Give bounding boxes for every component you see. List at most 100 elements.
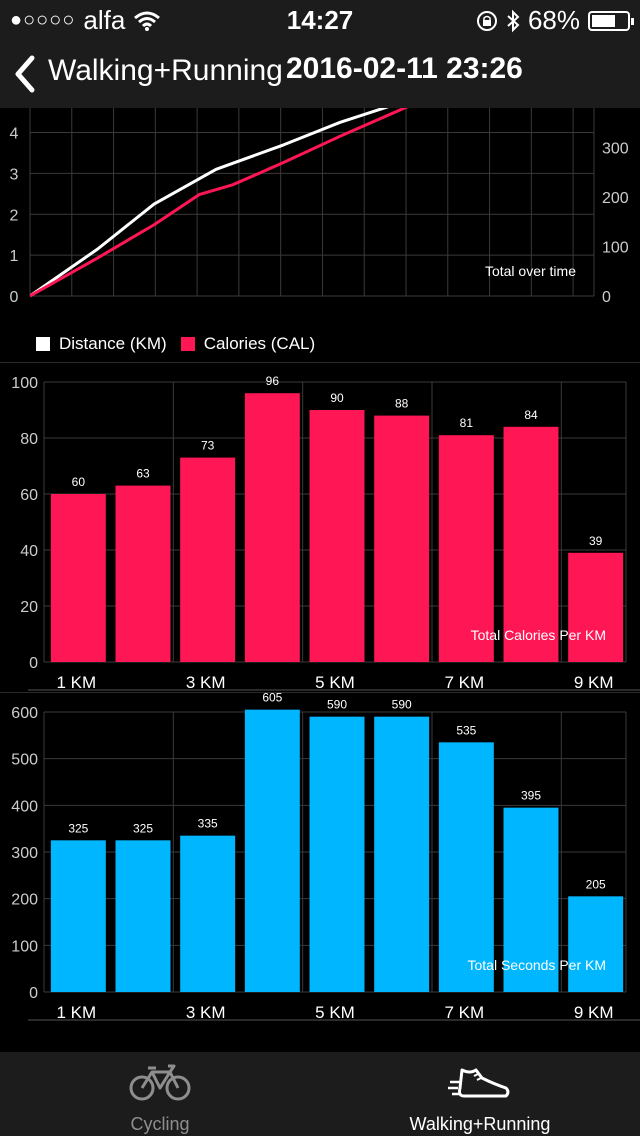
y-tick-label: 0 [29,655,38,672]
y-tick-label: 3 [10,166,19,183]
bar-value-label: 60 [72,475,86,489]
chart-grid [29,108,595,297]
bar [50,494,106,662]
y-tick-label: 0 [10,289,19,306]
bar [180,457,236,662]
y-tick-label: 500 [11,752,38,769]
y-tick-label: 600 [11,705,38,722]
x-tick-label: 5 KM [315,1003,355,1022]
y-tick-label: 2 [10,207,19,224]
y-tick-label: 300 [602,141,629,158]
y-tick-label: 20 [20,599,38,616]
bar-value-label: 395 [521,789,541,803]
bar [244,709,300,992]
orientation-lock-icon [476,10,497,31]
bar [50,840,106,992]
total-over-time-chart: 0 1 2 3 4 0 100 200 300 Total over time [10,108,629,306]
bar-value-label: 88 [395,397,409,411]
bar-value-label: 73 [201,439,215,453]
bluetooth-icon [507,9,520,32]
y-tick-label: 40 [20,543,38,560]
bar-value-label: 590 [327,698,347,712]
status-bar: ●○○○○ alfa 14:27 68% [0,0,640,40]
bar-value-label: 590 [392,698,412,712]
wifi-icon [134,11,161,31]
chart-legend: Distance (KM) Calories (CAL) [36,332,315,356]
chart-title: Total over time [485,263,576,279]
running-shoe-icon [448,1068,510,1098]
x-tick-label: 7 KM [444,1003,484,1022]
tab-label-cycling: Cycling [130,1114,190,1134]
chart-title: Total Seconds Per KM [467,957,606,973]
seconds-per-km-chart: 0 100 200 300 400 500 600 325 325 335 605 590 590 535… [0,692,640,1022]
page-title: Walking+Running [48,54,283,87]
bar-value-label: 605 [262,692,282,705]
bar [374,415,430,662]
x-tick-label: 9 KM [574,673,614,692]
bar-value-label: 96 [266,374,280,388]
tab-bar: Cycling Walking+Running [0,1052,640,1136]
bar-value-label: 535 [456,723,476,737]
bar-value-label: 325 [68,821,88,835]
x-tick-label: 7 KM [444,673,484,692]
x-tick-label: 3 KM [186,1003,226,1022]
y-tick-label: 60 [20,487,38,504]
tab-label-walking-running: Walking+Running [409,1114,551,1134]
legend-label-calories: Calories (CAL) [203,334,316,353]
bar-value-label: 84 [524,408,538,422]
x-tick-label: 1 KM [56,1003,96,1022]
navigation-bar: Walking+Running 2016-02-11 23:26 [0,40,640,108]
x-tick-label: 3 KM [186,673,226,692]
bar [115,485,171,662]
bar-value-label: 335 [198,817,218,831]
bar [568,552,624,662]
battery-percentage: 68% [527,5,580,35]
bar [438,435,494,662]
chart-title: Total Calories Per KM [471,627,606,643]
carrier-name: alfa [83,5,126,35]
chevron-left-icon[interactable] [10,52,42,96]
y-tick-label: 0 [29,985,38,1002]
tab-cycling[interactable]: Cycling [0,1052,320,1136]
bar-value-label: 205 [586,877,606,891]
clock: 14:27 [286,5,354,35]
y-tick-label: 80 [20,431,38,448]
workout-date: 2016-02-11 23:26 [286,52,523,85]
bar [115,840,171,992]
bar [244,393,300,662]
x-tick-label: 5 KM [315,673,355,692]
bar [309,410,365,662]
y-tick-label: 100 [11,938,38,955]
y-tick-label: 300 [11,845,38,862]
signal-strength-indicator: ●○○○○ [10,9,76,31]
y-tick-label: 200 [602,190,629,207]
legend-swatch-calories [180,337,195,351]
tab-walking-running[interactable]: Walking+Running [320,1052,640,1136]
y-tick-label: 400 [11,798,38,815]
y-tick-label: 0 [602,289,611,306]
bar [503,807,559,992]
bar-value-label: 63 [136,467,150,481]
bar [374,716,430,992]
bar-value-label: 81 [460,416,474,430]
y-tick-label: 4 [10,126,19,143]
x-tick-label: 1 KM [56,673,96,692]
legend-swatch-distance [36,337,50,351]
battery-icon [588,10,634,31]
bar-value-label: 39 [589,534,603,548]
calories-per-km-chart: 0 20 40 60 80 100 60 63 73 96 90 88 81 84 39 Total Calo… [0,362,640,692]
bar [568,896,624,992]
bicycle-icon [129,1064,191,1101]
y-tick-label: 100 [11,375,38,392]
bar [309,716,365,992]
bar-value-label: 325 [133,821,153,835]
series-line [30,108,409,298]
series-line [30,108,389,298]
y-tick-label: 100 [602,240,629,257]
bar [180,835,236,992]
x-tick-label: 9 KM [574,1003,614,1022]
y-tick-label: 200 [11,892,38,909]
chart-lines [30,108,409,298]
y-tick-label: 1 [10,248,19,265]
bar-value-label: 90 [330,391,344,405]
